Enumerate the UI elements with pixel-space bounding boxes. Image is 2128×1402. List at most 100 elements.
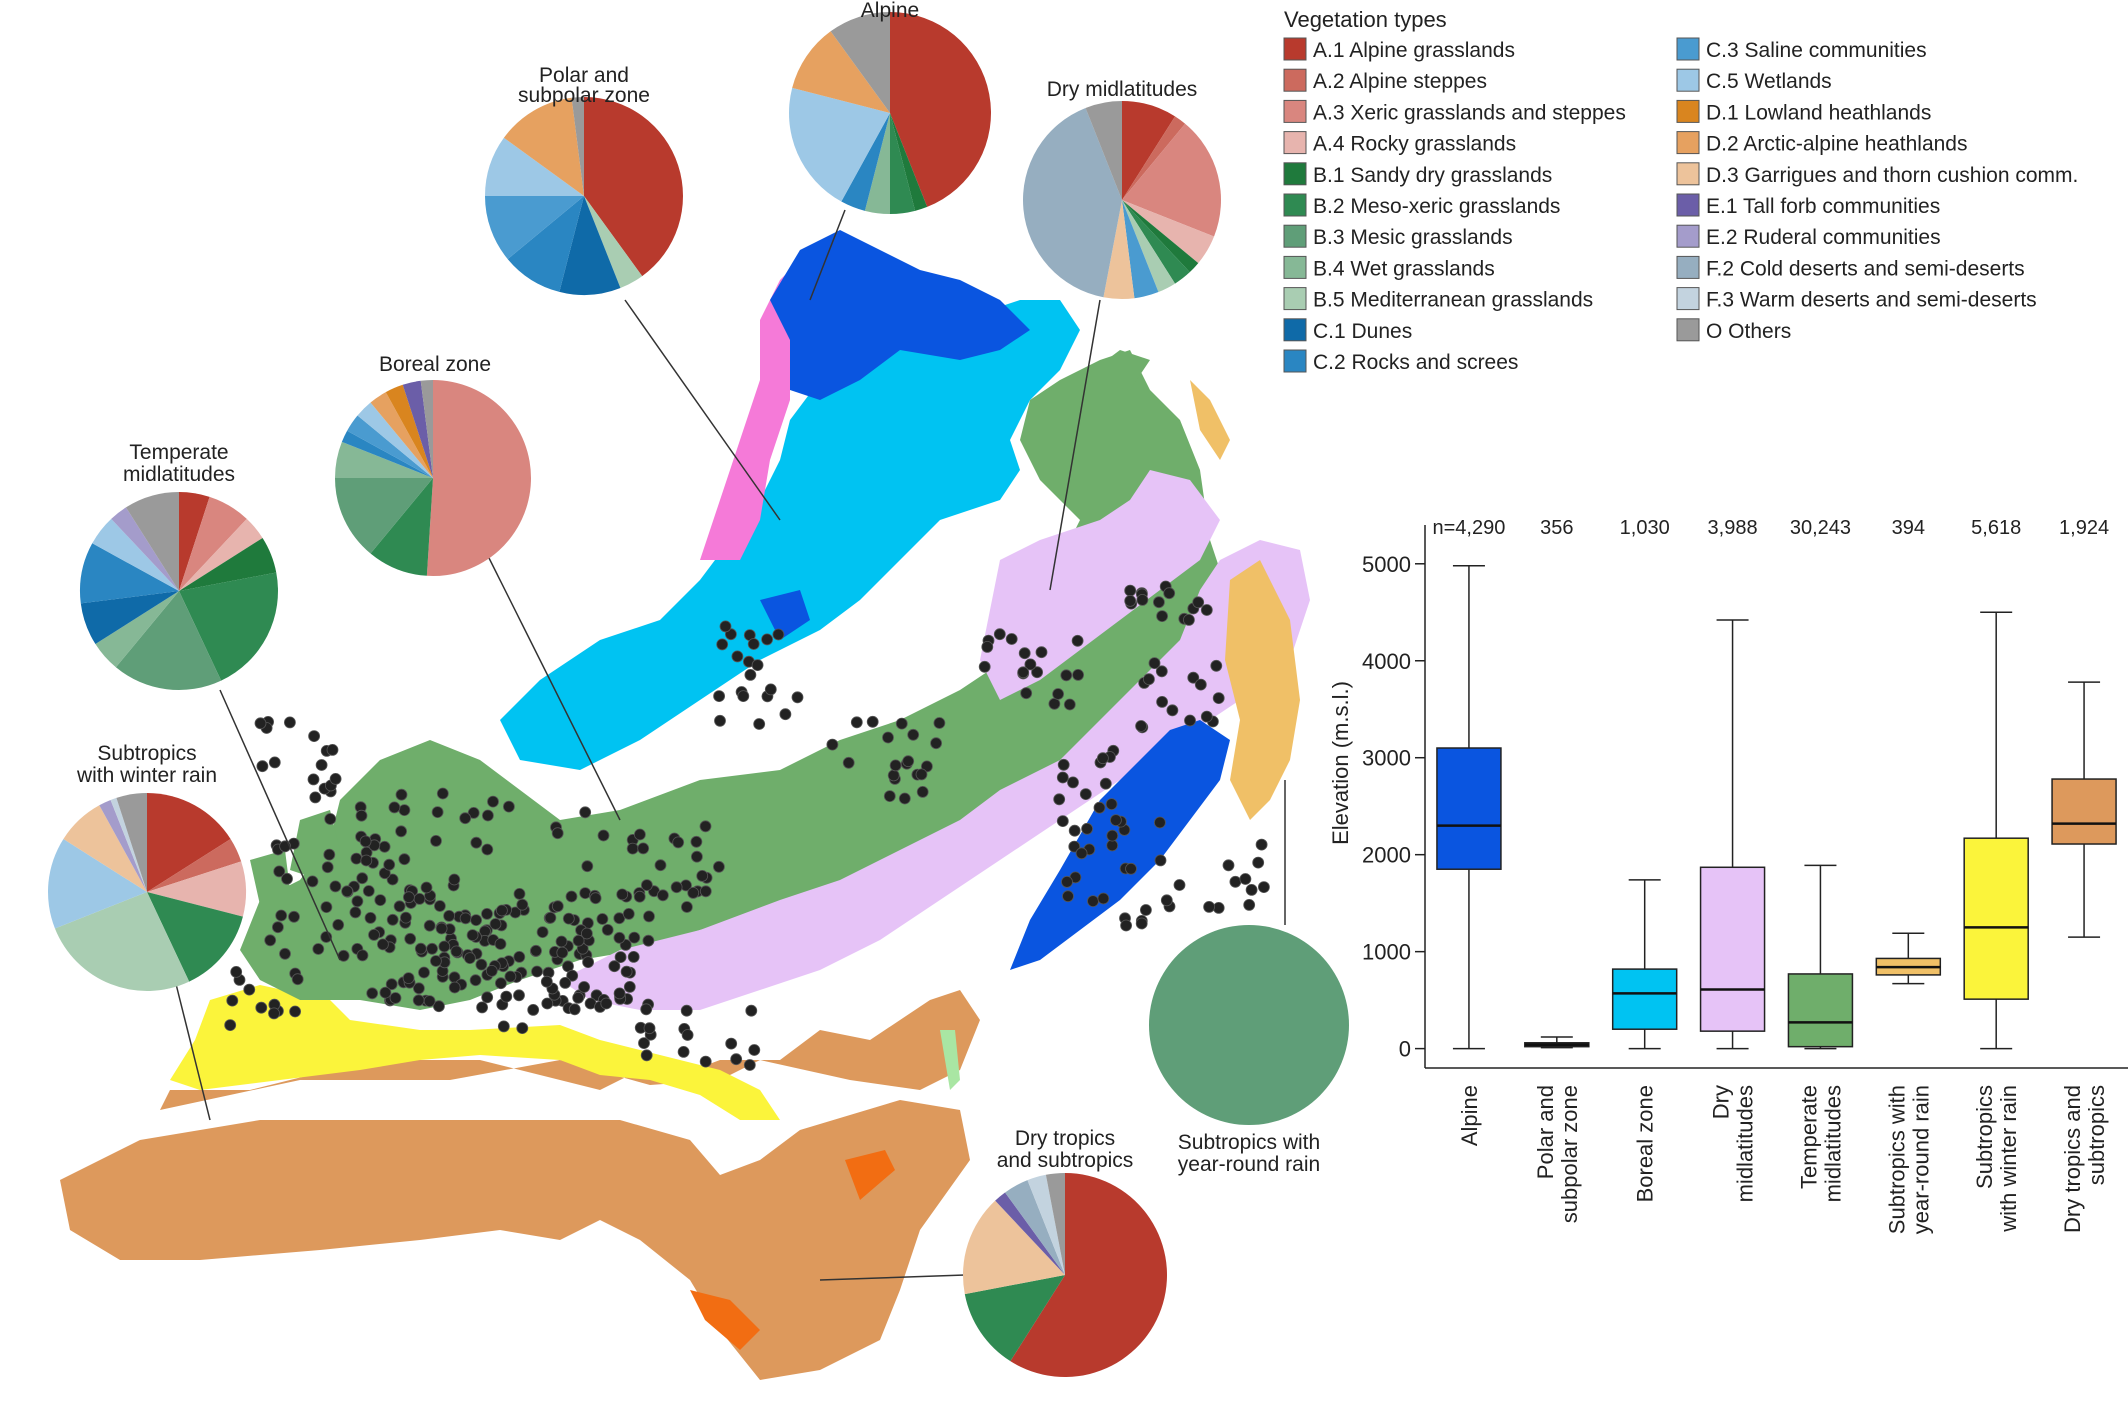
pie-title-temperate-line1: Temperate xyxy=(129,441,228,464)
plot-dot xyxy=(1135,720,1147,732)
plot-dot xyxy=(1017,666,1030,679)
pie-slice-5-b-5 xyxy=(54,892,190,991)
plot-dot xyxy=(1125,862,1137,875)
plot-dot xyxy=(895,717,908,730)
plot-dot xyxy=(332,919,345,931)
plot-dot xyxy=(643,910,655,923)
pie-slice-6-o xyxy=(1045,1173,1065,1275)
pie-slice-4-a-1 xyxy=(179,492,210,591)
plot-dot xyxy=(916,786,929,798)
plot-locations xyxy=(224,580,1270,1071)
legend-label-c-3: C.3 Saline communities xyxy=(1706,39,1927,62)
plot-dot xyxy=(323,848,336,861)
plot-dot xyxy=(1156,610,1168,622)
box-2-iqr xyxy=(1611,968,1678,1030)
plot-dot xyxy=(1052,688,1064,700)
pie-slice-2-a-1 xyxy=(1122,101,1176,200)
plot-dot xyxy=(438,940,451,953)
pie-slice-5-d-3 xyxy=(63,805,147,892)
zone-dry-tropics xyxy=(60,990,980,1380)
pie-slice-4-a-4 xyxy=(179,518,263,591)
legend-label-a-1: A.1 Alpine grasslands xyxy=(1313,39,1515,62)
pie-slice-1-c-5 xyxy=(485,137,584,196)
leader-polar xyxy=(624,299,781,521)
plot-dot xyxy=(1124,595,1137,607)
plot-dot xyxy=(385,978,398,991)
plot-dot xyxy=(530,944,542,957)
zone-subtropics-year-round xyxy=(1225,560,1300,820)
plot-dot xyxy=(398,804,411,816)
zone-alpine-north xyxy=(770,230,1030,400)
legend-items: A.1 Alpine grasslands A.2 Alpine steppes A… xyxy=(1283,37,2078,374)
pie-title-dry-trop-line2: and subtropics xyxy=(997,1149,1134,1172)
plot-dot xyxy=(883,790,896,802)
pie-title-yearround-line2: year-round rain xyxy=(1178,1153,1320,1176)
plot-dot xyxy=(562,912,575,925)
plot-dot xyxy=(616,888,629,901)
plot-dot xyxy=(389,992,402,1004)
box-0-category-label: Alpine xyxy=(1457,1085,1482,1146)
plot-dot xyxy=(1097,752,1109,765)
plot-dot xyxy=(273,865,286,878)
pie-slice-4-b-1 xyxy=(179,537,277,591)
zone-boreal xyxy=(500,300,1080,770)
plot-dot xyxy=(494,938,507,950)
plot-dot xyxy=(1067,776,1079,789)
plot-dot xyxy=(1245,884,1258,896)
plot-dot xyxy=(638,1037,650,1049)
plot-dot xyxy=(326,744,339,756)
plot-dot xyxy=(737,690,750,702)
legend-label-c-2: C.2 Rocks and screes xyxy=(1313,351,1518,374)
plot-dot xyxy=(725,1037,738,1050)
legend-swatch-b-5 xyxy=(1283,287,1307,311)
plot-dot xyxy=(1183,614,1195,626)
plot-dot xyxy=(230,966,243,978)
plot-dot xyxy=(1075,847,1088,860)
y-tick-label: 4000 xyxy=(1362,649,1411,674)
plot-dot xyxy=(309,791,322,804)
pie-title-boreal: Boreal zone xyxy=(379,353,491,376)
plot-dot xyxy=(1056,771,1069,784)
plot-dot xyxy=(748,1044,761,1056)
pie-slice-3-o xyxy=(420,380,433,478)
pie-slice-2-a-2 xyxy=(1122,116,1186,200)
plot-dot xyxy=(268,756,281,769)
plot-dot xyxy=(321,861,334,874)
plot-dot xyxy=(1255,838,1268,851)
legend-swatch-b-2 xyxy=(1283,193,1307,217)
plot-dot xyxy=(608,960,621,973)
pie-charts xyxy=(47,12,1349,1377)
plot-dot xyxy=(281,872,293,885)
elevation-boxplot: Elevation (m.s.l.) 0 1000 2000 3000 4000 5000… xyxy=(1328,517,2128,1234)
box-4-category-label-line: midlatitudes xyxy=(1820,1085,1845,1202)
plot-dot xyxy=(589,892,602,905)
plot-dot xyxy=(448,873,461,886)
leader-boreal xyxy=(479,539,621,821)
pie-slice-6-f-2 xyxy=(1005,1180,1065,1275)
plot-dot xyxy=(731,650,744,663)
plot-dot xyxy=(902,755,915,768)
plot-dot xyxy=(1200,604,1213,616)
box-5-category-label-line: year-round rain xyxy=(1908,1085,1933,1234)
plot-dot xyxy=(431,806,444,818)
plot-dot xyxy=(633,890,646,903)
plot-dot xyxy=(1020,687,1033,700)
legend-swatch-a-3 xyxy=(1283,99,1307,123)
pie-slice-1-c-3 xyxy=(485,196,584,260)
pie-slice-6-a-1 xyxy=(1010,1173,1167,1377)
box-3-iqr xyxy=(1699,866,1766,1032)
pie-slice-2-f-2 xyxy=(1023,107,1122,298)
plot-dot xyxy=(402,972,415,984)
plot-dot xyxy=(761,633,773,646)
plot-dot xyxy=(637,842,650,855)
pie-slice-2-a-3 xyxy=(1122,123,1221,237)
legend-swatch-a-2 xyxy=(1283,68,1307,92)
legend-label-e-1: E.1 Tall forb communities xyxy=(1706,195,1940,218)
legend-swatch-c-5 xyxy=(1676,68,1700,92)
pie-slice-3-a-3 xyxy=(426,380,531,576)
plot-dot xyxy=(376,938,389,951)
plot-dot xyxy=(933,717,946,729)
plot-dot xyxy=(485,965,498,977)
plot-dot xyxy=(627,951,640,963)
plot-dot xyxy=(433,900,446,912)
